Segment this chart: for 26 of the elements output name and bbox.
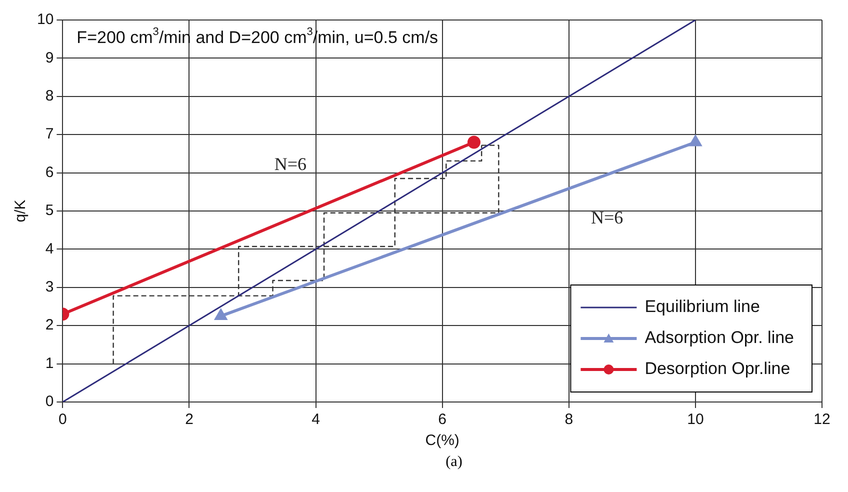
y-tick-label: 8 bbox=[45, 88, 54, 105]
y-tick-label: 3 bbox=[45, 278, 54, 296]
y-tick-label: 1 bbox=[45, 354, 54, 372]
y-tick-label: 10 bbox=[36, 11, 54, 28]
text: (a) bbox=[444, 454, 464, 471]
x-tick-label: 2 bbox=[185, 411, 194, 428]
x-tick-label: 8 bbox=[564, 411, 574, 428]
y-tick-label: 0 bbox=[45, 393, 54, 410]
annotation: N=6 bbox=[591, 207, 624, 228]
x-axis-title: C(%) bbox=[425, 432, 460, 450]
y-tick-label: 9 bbox=[45, 49, 54, 66]
legend-label: Adsorption Opr. line bbox=[644, 328, 794, 348]
y-axis-title: q/K bbox=[12, 200, 30, 222]
y-tick-label: 4 bbox=[45, 240, 54, 258]
y-tick-label: 2 bbox=[45, 316, 54, 334]
x-tick-label: 10 bbox=[687, 411, 704, 428]
x-tick-label: 0 bbox=[58, 411, 67, 428]
y-tick-label: 6 bbox=[45, 164, 54, 181]
x-tick-label: 6 bbox=[438, 411, 447, 428]
y-tick-label: 5 bbox=[45, 202, 54, 220]
legend-label: Equilibrium line bbox=[644, 297, 760, 316]
annotation: N=6 bbox=[274, 154, 307, 174]
x-tick-label: 4 bbox=[312, 411, 320, 428]
legend-label: Desorption Opr.line bbox=[644, 359, 790, 378]
x-tick-label: 12 bbox=[814, 411, 830, 428]
y-tick-label: 7 bbox=[45, 126, 54, 143]
